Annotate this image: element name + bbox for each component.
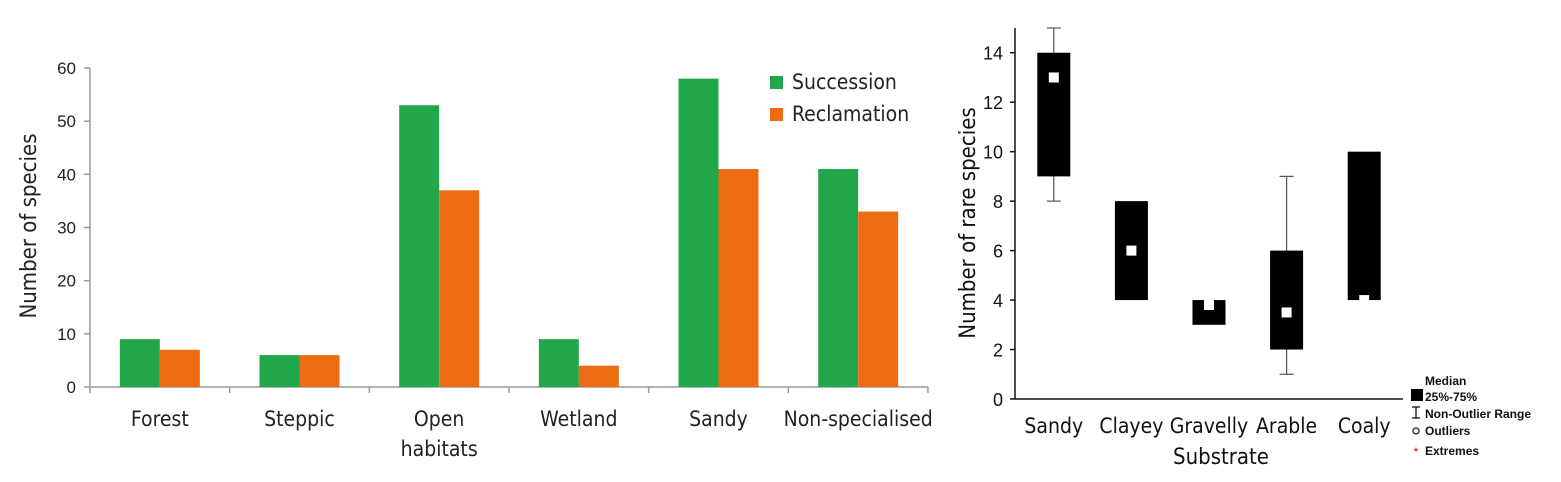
bar-reclamation — [299, 355, 340, 387]
box-iqr — [1270, 250, 1304, 350]
box-median-marker — [1281, 307, 1292, 318]
box-gravelly — [1192, 300, 1226, 325]
box-clayey — [1114, 201, 1148, 301]
legend-label-iqr: 25%-75% — [1425, 390, 1477, 404]
box-plot-y-tick-label: 8 — [993, 192, 1003, 212]
bar-succession — [678, 78, 719, 387]
bar-chart-y-axis-label: Number of species — [17, 133, 42, 318]
bar-chart-x-tick-label: Sandy — [689, 407, 748, 431]
box-sandy — [1037, 27, 1071, 202]
bar-chart-tick-labels: 0 10 20 30 40 50 60 Forest Steppic Open habitats We… — [57, 59, 933, 461]
bar-chart-y-tick-label: 20 — [57, 272, 76, 291]
box-plot-axes — [1010, 28, 1403, 400]
bar-chart-x-tick-label: Non-specialised — [784, 407, 933, 431]
bar-chart-legend: Succession Reclamation — [770, 70, 909, 126]
legend-swatch-reclamation — [770, 108, 783, 121]
box-iqr — [1347, 151, 1381, 301]
bar-succession — [119, 339, 160, 387]
legend-swatch-succession — [770, 76, 783, 89]
box-coaly — [1347, 151, 1381, 306]
box-plot-legend: Median 25%-75% Non-Outlier Range Outliers * E… — [1411, 374, 1531, 459]
legend-box-swatch — [1411, 389, 1423, 401]
bar-chart-x-tick-label: Open — [414, 407, 464, 431]
bar-succession — [399, 105, 440, 387]
box-plot-x-tick-label: Sandy — [1024, 414, 1083, 438]
bar-chart-y-tick-label: 30 — [57, 219, 76, 238]
bar-succession — [818, 169, 859, 387]
box-plot-x-tick-label: Arable — [1256, 414, 1317, 438]
box-median-marker — [1126, 245, 1137, 256]
box-plot-y-tick-label: 0 — [993, 390, 1003, 410]
bar-chart-x-tick-label: Forest — [131, 407, 189, 431]
legend-extreme-symbol: * — [1414, 445, 1419, 459]
box-median-marker — [1359, 295, 1370, 306]
box-plot-x-tick-label: Clayey — [1099, 414, 1163, 438]
legend-label-median: Median — [1425, 374, 1466, 388]
box-plot-x-axis-label: Substrate — [1173, 445, 1269, 470]
bar-chart-y-tick-label: 60 — [57, 59, 76, 78]
box-median-marker — [1204, 300, 1214, 311]
bar-reclamation — [718, 169, 759, 387]
bar-chart-y-tick-label: 50 — [57, 112, 76, 131]
bar-chart: 0 10 20 30 40 50 60 Forest Steppic Open habitats We… — [17, 59, 933, 461]
bar-chart-y-tick-label: 0 — [67, 378, 76, 397]
box-plot-y-tick-label: 10 — [983, 143, 1003, 163]
bar-reclamation — [578, 365, 619, 387]
box-plot-y-tick-label: 14 — [983, 44, 1003, 64]
legend-label-non-outlier-range: Non-Outlier Range — [1425, 407, 1531, 421]
box-plot-x-tick-label: Coaly — [1338, 414, 1391, 438]
bar-succession — [538, 339, 579, 387]
box-plot: 0 2 4 6 8 10 12 14 Sandy Clayey Gravelly Arable Coal… — [956, 27, 1531, 470]
box-plot-x-tick-label: Gravelly — [1170, 414, 1248, 438]
bar-chart-axes — [84, 67, 929, 393]
bar-chart-bars — [119, 78, 899, 387]
box-plot-y-tick-label: 6 — [993, 242, 1003, 262]
bar-succession — [259, 355, 300, 387]
box-median-marker — [1048, 72, 1059, 83]
box-plot-tick-labels: 0 2 4 6 8 10 12 14 Sandy Clayey Gravelly Arable Coal… — [983, 44, 1391, 438]
box-plot-y-axis-label: Number of rare species — [956, 107, 981, 338]
bar-reclamation — [858, 211, 899, 387]
bar-chart-x-tick-label: Steppic — [264, 407, 335, 431]
box-plot-y-tick-label: 12 — [983, 93, 1003, 113]
legend-label-reclamation: Reclamation — [792, 102, 909, 126]
box-plot-boxes — [1037, 27, 1381, 375]
box-arable — [1270, 175, 1304, 375]
bar-reclamation — [159, 349, 200, 387]
bar-chart-x-tick-label: habitats — [401, 437, 478, 461]
legend-label-outliers: Outliers — [1425, 424, 1471, 438]
bar-chart-y-tick-label: 40 — [57, 165, 76, 184]
legend-outlier-symbol — [1412, 427, 1420, 435]
box-plot-y-tick-label: 2 — [993, 341, 1003, 361]
bar-reclamation — [439, 190, 480, 387]
legend-label-succession: Succession — [792, 70, 897, 94]
bar-chart-y-tick-label: 10 — [57, 325, 76, 344]
legend-label-extremes: Extremes — [1425, 444, 1479, 458]
box-iqr — [1037, 52, 1071, 177]
bar-chart-x-tick-label: Wetland — [540, 407, 617, 431]
box-plot-y-tick-label: 4 — [993, 291, 1003, 311]
